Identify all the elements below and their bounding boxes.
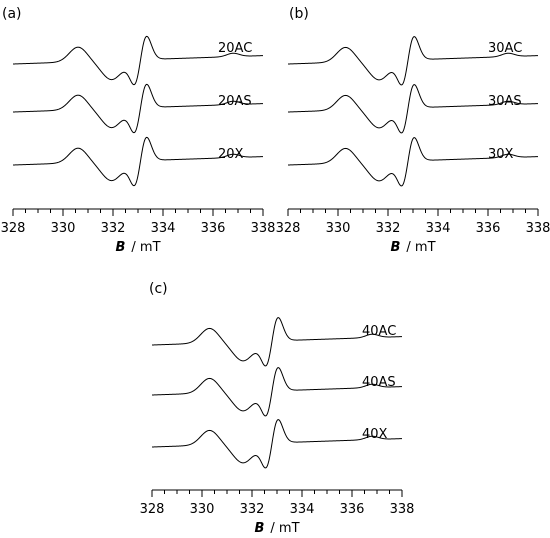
spectrum-trace-20AS (12, 83, 264, 134)
x-tick-label: 334 (290, 502, 315, 517)
x-axis-title: B / mT (254, 521, 299, 536)
x-tick-label: 330 (190, 502, 215, 517)
series-label: 30AC (488, 41, 522, 56)
panel-label: (a) (2, 6, 22, 22)
x-tick-label: 332 (240, 502, 265, 517)
x-tick-label: 332 (376, 221, 401, 236)
spectrum-trace-30X (287, 137, 539, 187)
x-axis-symbol: B (390, 240, 400, 255)
x-tick-label: 336 (340, 502, 365, 517)
x-tick-label: 336 (476, 221, 501, 236)
series-label: 30AS (488, 94, 522, 109)
x-tick-label: 328 (140, 502, 165, 517)
x-tick-label: 330 (326, 221, 351, 236)
x-axis-symbol: B (254, 521, 264, 536)
series-label: 40X (362, 427, 388, 442)
x-tick-label: 334 (151, 221, 176, 236)
x-axis-unit: / mT (131, 240, 160, 255)
panel-label: (c) (149, 281, 168, 297)
series-label: 20X (218, 147, 244, 162)
spectrum-trace-30AS (287, 84, 539, 134)
series-label: 40AS (362, 375, 396, 390)
panel-b: (b) 328 330 332 334 336 338 B / mT 30AC 30AS 30X (276, 6, 550, 255)
panel-label: (b) (289, 6, 309, 22)
spectrum-trace-40X (151, 419, 403, 469)
series-label: 30X (488, 147, 514, 162)
x-tick-label: 334 (426, 221, 451, 236)
x-tick-label: 328 (1, 221, 26, 236)
panel-a: (a) 328 330 332 334 336 338 B / mT 20AC 20AS 20X (1, 6, 276, 255)
x-tick-label: 336 (201, 221, 226, 236)
spectrum-trace-20X (12, 136, 264, 187)
series-label: 20AC (218, 41, 252, 56)
x-axis-symbol: B (115, 240, 125, 255)
x-tick-label: 328 (276, 221, 301, 236)
x-axis-title: B / mT (115, 240, 160, 255)
x-axis-title: B / mT (390, 240, 435, 255)
spectrum-trace-40AS (151, 367, 403, 417)
x-axis-unit: / mT (406, 240, 435, 255)
x-tick-label: 338 (251, 221, 276, 236)
series-label: 40AC (362, 324, 396, 339)
x-tick-label: 332 (101, 221, 126, 236)
series-label: 20AS (218, 94, 252, 109)
panel-c: (c) 328 330 332 334 336 338 B / mT 40AC 40AS 40X (140, 281, 415, 536)
x-tick-label: 338 (526, 221, 550, 236)
x-axis-unit: / mT (270, 521, 299, 536)
x-tick-label: 330 (51, 221, 76, 236)
x-tick-label: 338 (390, 502, 415, 517)
spectrum-trace-40AC (151, 317, 403, 367)
spectrum-trace-20AC (12, 35, 264, 86)
spectrum-trace-30AC (287, 36, 539, 86)
